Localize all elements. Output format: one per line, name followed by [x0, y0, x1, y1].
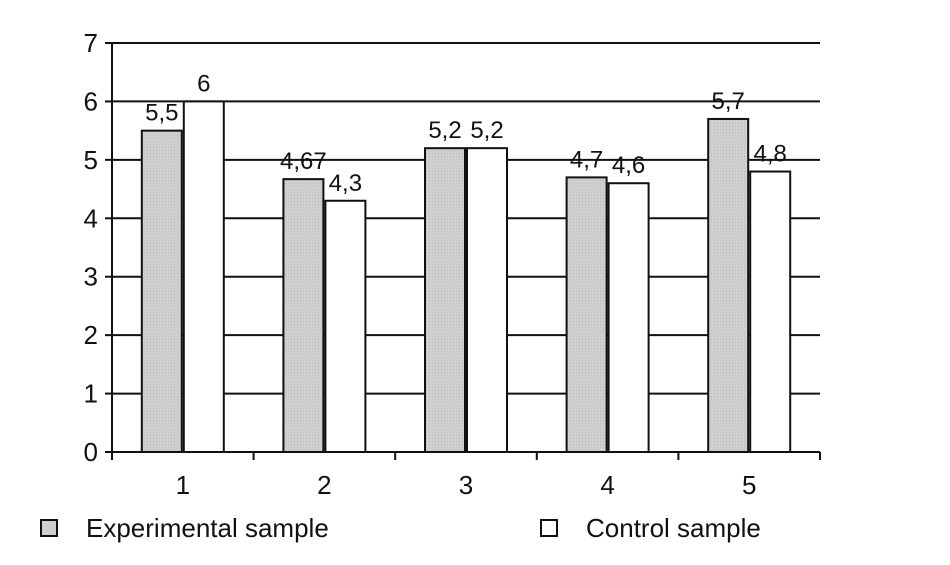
- legend-label-experimental: Experimental sample: [86, 512, 329, 543]
- bar-experimental: [424, 147, 466, 454]
- x-tick-label: 4: [600, 470, 614, 500]
- legend-label-control: Control sample: [586, 512, 761, 543]
- y-tick-label: 6: [84, 86, 98, 116]
- data-label-control: 4,3: [329, 170, 362, 197]
- bar-control: [749, 170, 792, 454]
- x-tick-label: 1: [176, 470, 190, 500]
- bar-experimental: [707, 117, 750, 453]
- legend-swatch-experimental: [40, 519, 58, 537]
- x-tick-label: 3: [459, 470, 473, 500]
- data-label-control: 6: [197, 70, 210, 97]
- axes: [105, 42, 821, 460]
- y-tick-label: 7: [84, 28, 98, 58]
- y-tick-label: 1: [84, 379, 98, 409]
- data-label-experimental: 5,2: [428, 117, 461, 144]
- bar-control: [182, 100, 225, 454]
- x-tick-labels: 1 2 3 4 5: [176, 470, 757, 500]
- y-tick-label: 4: [84, 203, 98, 233]
- bar-control: [324, 199, 367, 453]
- y-tick-labels: 0 1 2 3 4 5 6 7: [84, 28, 98, 467]
- data-label-control: 5,2: [470, 117, 503, 144]
- bars: [140, 100, 792, 454]
- data-labels: 5,5 6 4,674,3 5,2 5,2 4,7 4,6 5,7 4,8: [145, 70, 787, 196]
- data-label-control: 4,6: [612, 152, 645, 179]
- data-label-experimental: 5,7: [712, 88, 745, 115]
- data-label-control: 4,8: [754, 141, 787, 168]
- legend-item-control: Control sample: [540, 510, 761, 546]
- y-tick-label: 3: [84, 262, 98, 292]
- legend-swatch-control: [540, 519, 558, 537]
- data-label-experimental: 4,7: [570, 146, 603, 173]
- y-tick-label: 2: [84, 320, 98, 350]
- bar-experimental: [282, 178, 325, 453]
- bar-control: [607, 182, 650, 453]
- data-label-experimental: 4,67: [280, 148, 327, 175]
- y-tick-label: 0: [84, 437, 98, 467]
- data-label-experimental: 5,5: [145, 100, 178, 127]
- y-tick-label: 5: [84, 145, 98, 175]
- bar-experimental: [140, 129, 183, 453]
- legend-item-experimental: Experimental sample: [40, 510, 329, 546]
- bar-control: [466, 147, 508, 454]
- x-tick-label: 5: [742, 470, 756, 500]
- x-tick-label: 2: [317, 470, 331, 500]
- bar-experimental: [565, 176, 608, 453]
